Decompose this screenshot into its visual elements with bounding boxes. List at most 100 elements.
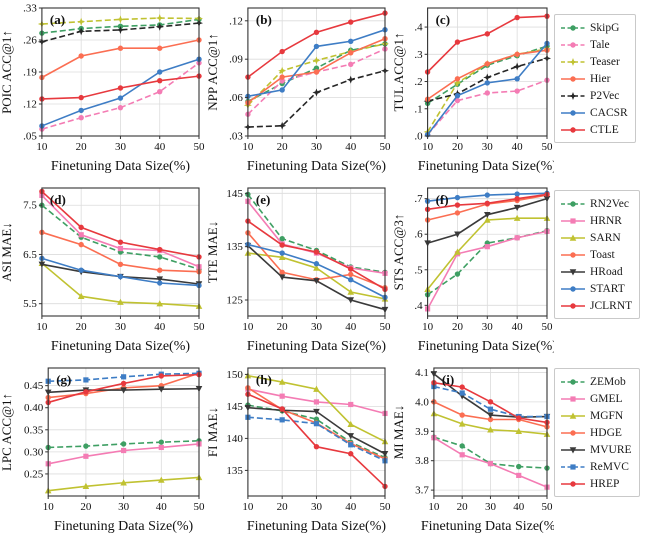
x-axis-label: Finetuning Data Size(%)	[247, 519, 387, 534]
tri-up-marker	[158, 476, 165, 483]
tri-down-marker	[569, 268, 577, 275]
circle-marker	[454, 39, 461, 45]
circle-marker	[279, 87, 285, 93]
circle-marker	[454, 210, 461, 216]
y-tick-label: .09	[229, 54, 243, 66]
circle-marker	[570, 429, 576, 436]
circle-marker	[570, 302, 576, 309]
tri-up-marker	[569, 412, 577, 419]
circle-marker	[157, 88, 163, 95]
tri-down-marker	[513, 204, 521, 212]
y-tick-label: 4.0	[415, 396, 429, 408]
square-marker	[514, 235, 520, 241]
tri-down-marker	[156, 276, 164, 283]
square-marker	[484, 244, 490, 250]
x-tick-label: 10	[428, 501, 440, 513]
circle-marker	[157, 69, 163, 75]
legend-entry-HRoad: HRoad	[560, 263, 632, 280]
y-tick-label: .12	[229, 15, 243, 27]
circle-marker	[279, 235, 285, 242]
chart-svg-e: 125 135 145 10 20 30 40 50 (e) TTE MAE↓ Finetuning…	[205, 187, 391, 354]
tri-down-marker	[313, 278, 320, 285]
circle-marker	[484, 61, 490, 67]
circle-marker	[279, 406, 285, 412]
chart-svg-b: .03 .06 .09 .12 10 20 30 40 50 (b) NPP ACC@1↑ Finet…	[205, 7, 391, 174]
chart-panel-g: 0.25 0.30 0.35 0.40 0.45 10 20 30 40 50 (g) LPC ACC…	[0, 360, 206, 540]
circle-marker	[157, 246, 163, 253]
legend-line-sample	[561, 217, 585, 224]
legend-entry-Teaser: Teaser	[560, 53, 628, 70]
circle-marker	[157, 254, 163, 260]
x-tick-label: 30	[311, 501, 323, 513]
legend-label: Toast	[590, 248, 615, 261]
legend-label: MGFN	[590, 409, 624, 422]
square-marker	[313, 421, 320, 427]
legend-label: SkipG	[590, 21, 620, 34]
tri-down-marker	[278, 274, 286, 281]
x-tick-label: 30	[115, 321, 127, 333]
y-tick-label: .33	[23, 3, 37, 15]
tri-down-marker	[158, 386, 165, 393]
y-tick-label: 0.45	[24, 380, 44, 392]
circle-marker	[484, 200, 490, 206]
circle-marker	[484, 80, 490, 86]
circle-marker	[117, 261, 124, 268]
y-tick-label: 0.35	[24, 424, 44, 436]
y-tick-label: 3.8	[415, 455, 429, 467]
circle-marker	[514, 88, 520, 94]
circle-marker	[454, 76, 461, 82]
x-tick-label: 50	[380, 501, 392, 513]
tri-up-marker	[513, 214, 521, 221]
legend-road-methods: RN2Vec HRNR SARN Toast HRoad START JCLRNT	[554, 190, 641, 319]
y-tick-label: 7.5	[23, 200, 37, 212]
x-tick-label: 40	[156, 501, 168, 513]
y-axis-label: TUL ACC@1↑	[392, 32, 406, 111]
legend-entry-SARN: SARN	[560, 229, 632, 246]
circle-marker	[83, 389, 89, 395]
circle-marker	[454, 202, 461, 208]
star-marker	[569, 91, 577, 100]
y-tick-label: 0.40	[24, 402, 44, 414]
legend-region-methods: ZEMob GMEL MGFN HDGE MVURE ReMVC HREP	[554, 368, 640, 497]
square-marker	[279, 417, 285, 423]
chart-panel-a: .05 .12 .19 .26 .33 10 20 30 40 50 (a) POIC ACC@1↑ F…	[0, 0, 206, 180]
tri-up-marker	[313, 264, 320, 271]
circle-marker	[570, 200, 576, 207]
y-tick-label: 145	[226, 188, 243, 200]
circle-marker	[570, 126, 576, 133]
y-tick-label: 0.30	[24, 446, 44, 458]
tri-up-marker	[487, 426, 494, 433]
star-marker	[312, 88, 321, 97]
legend-label: ReMVC	[590, 460, 629, 473]
circle-marker	[348, 61, 354, 68]
series-CTLE	[424, 13, 550, 75]
star-marker	[312, 56, 321, 65]
circle-marker	[313, 249, 320, 255]
legend-line-sample	[561, 91, 585, 100]
legend-entry-CTLE: CTLE	[560, 121, 628, 138]
tri-down-marker	[454, 231, 461, 238]
x-tick-label: 30	[115, 141, 127, 153]
legend-line-sample	[561, 285, 585, 292]
circle-marker	[78, 224, 84, 231]
panel-tag: (i)	[442, 372, 454, 387]
tri-up-marker	[117, 298, 124, 305]
chart-svg-i: 3.7 3.8 3.9 4.0 4.1 10 20 30 40 50 (i) MI MAE↓ Finet…	[391, 367, 560, 534]
legend-entry-HDGE: HDGE	[560, 424, 632, 441]
panel-tag: (e)	[256, 192, 270, 207]
series-MGFN	[430, 410, 551, 437]
x-axis-label: Finetuning Data Size(%)	[54, 519, 194, 534]
legend-entry-GMEL: GMEL	[560, 390, 632, 407]
circle-marker	[117, 104, 124, 111]
circle-marker	[570, 251, 576, 258]
legend-line-sample	[561, 200, 585, 207]
x-tick-label: 40	[345, 501, 357, 513]
chart-svg-c: .0 .1 .2 .3 .4 10 20 30 40 50 (c) TUL ACC@1↑ Finetun…	[391, 7, 557, 174]
series-START	[245, 241, 388, 301]
legend-entry-P2Vec: P2Vec	[560, 87, 628, 104]
x-tick-label: 30	[485, 501, 497, 513]
x-axis-label: Finetuning Data Size(%)	[247, 159, 387, 174]
star-marker	[278, 66, 287, 75]
x-tick-label: 30	[482, 321, 494, 333]
x-axis-label: Finetuning Data Size(%)	[247, 339, 387, 354]
